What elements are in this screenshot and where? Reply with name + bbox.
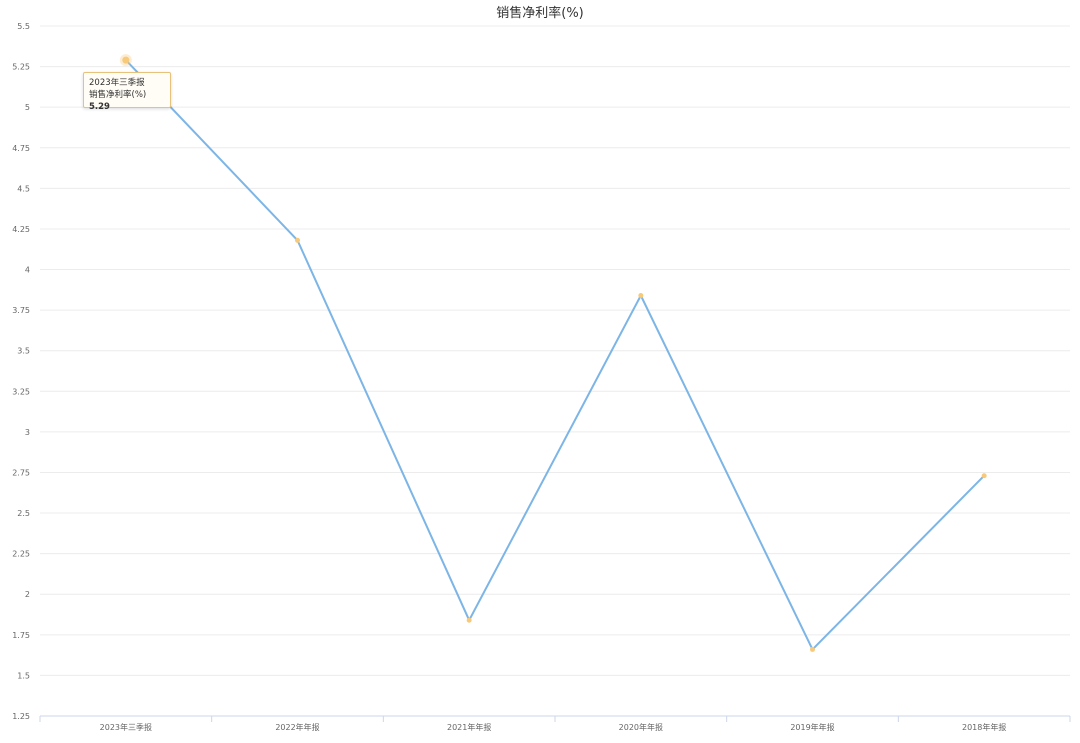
y-tick-label: 5.5	[17, 22, 30, 31]
data-point	[981, 473, 987, 479]
y-tick-label: 1.5	[17, 671, 30, 680]
y-tick-label: 4	[25, 266, 30, 275]
y-tick-label: 1.75	[12, 631, 30, 640]
data-point	[466, 617, 472, 623]
y-tick-label: 3.5	[17, 347, 30, 356]
y-tick-label: 3.25	[12, 387, 30, 396]
data-point	[810, 646, 815, 652]
tooltip: 2023年三季报 销售净利率(%) 5.29	[83, 72, 171, 112]
data-point	[638, 293, 644, 299]
tooltip-label: 销售净利率(%)	[89, 90, 147, 100]
tooltip-row: 销售净利率(%) 5.29	[89, 89, 165, 113]
x-tick-label: 2018年年报	[962, 722, 1006, 732]
y-tick-label: 4.25	[12, 225, 30, 234]
x-tick-label: 2020年年报	[619, 722, 663, 732]
data-point	[295, 237, 300, 243]
y-tick-label: 2	[25, 590, 30, 599]
y-tick-label: 2.75	[12, 468, 30, 477]
y-tick-label: 3	[25, 428, 30, 437]
y-tick-label: 4.75	[12, 144, 30, 153]
data-point	[122, 56, 130, 64]
x-tick-label: 2023年三季报	[100, 722, 152, 732]
x-tick-label: 2021年年报	[447, 722, 491, 732]
series-line	[125, 59, 985, 652]
y-tick-label: 2.5	[17, 509, 30, 518]
y-tick-label: 4.5	[17, 184, 30, 193]
y-tick-label: 3.75	[12, 306, 30, 315]
chart-title: 销售净利率(%)	[496, 6, 584, 21]
y-tick-label: 2.25	[12, 550, 30, 559]
y-tick-label: 5	[25, 103, 30, 112]
x-tick-label: 2019年年报	[790, 722, 834, 732]
tooltip-value: 5.29	[89, 102, 110, 112]
y-tick-label: 1.25	[12, 712, 30, 721]
y-tick-label: 5.25	[12, 63, 30, 72]
tooltip-category: 2023年三季报	[89, 78, 145, 88]
x-tick-label: 2022年年报	[275, 722, 319, 732]
